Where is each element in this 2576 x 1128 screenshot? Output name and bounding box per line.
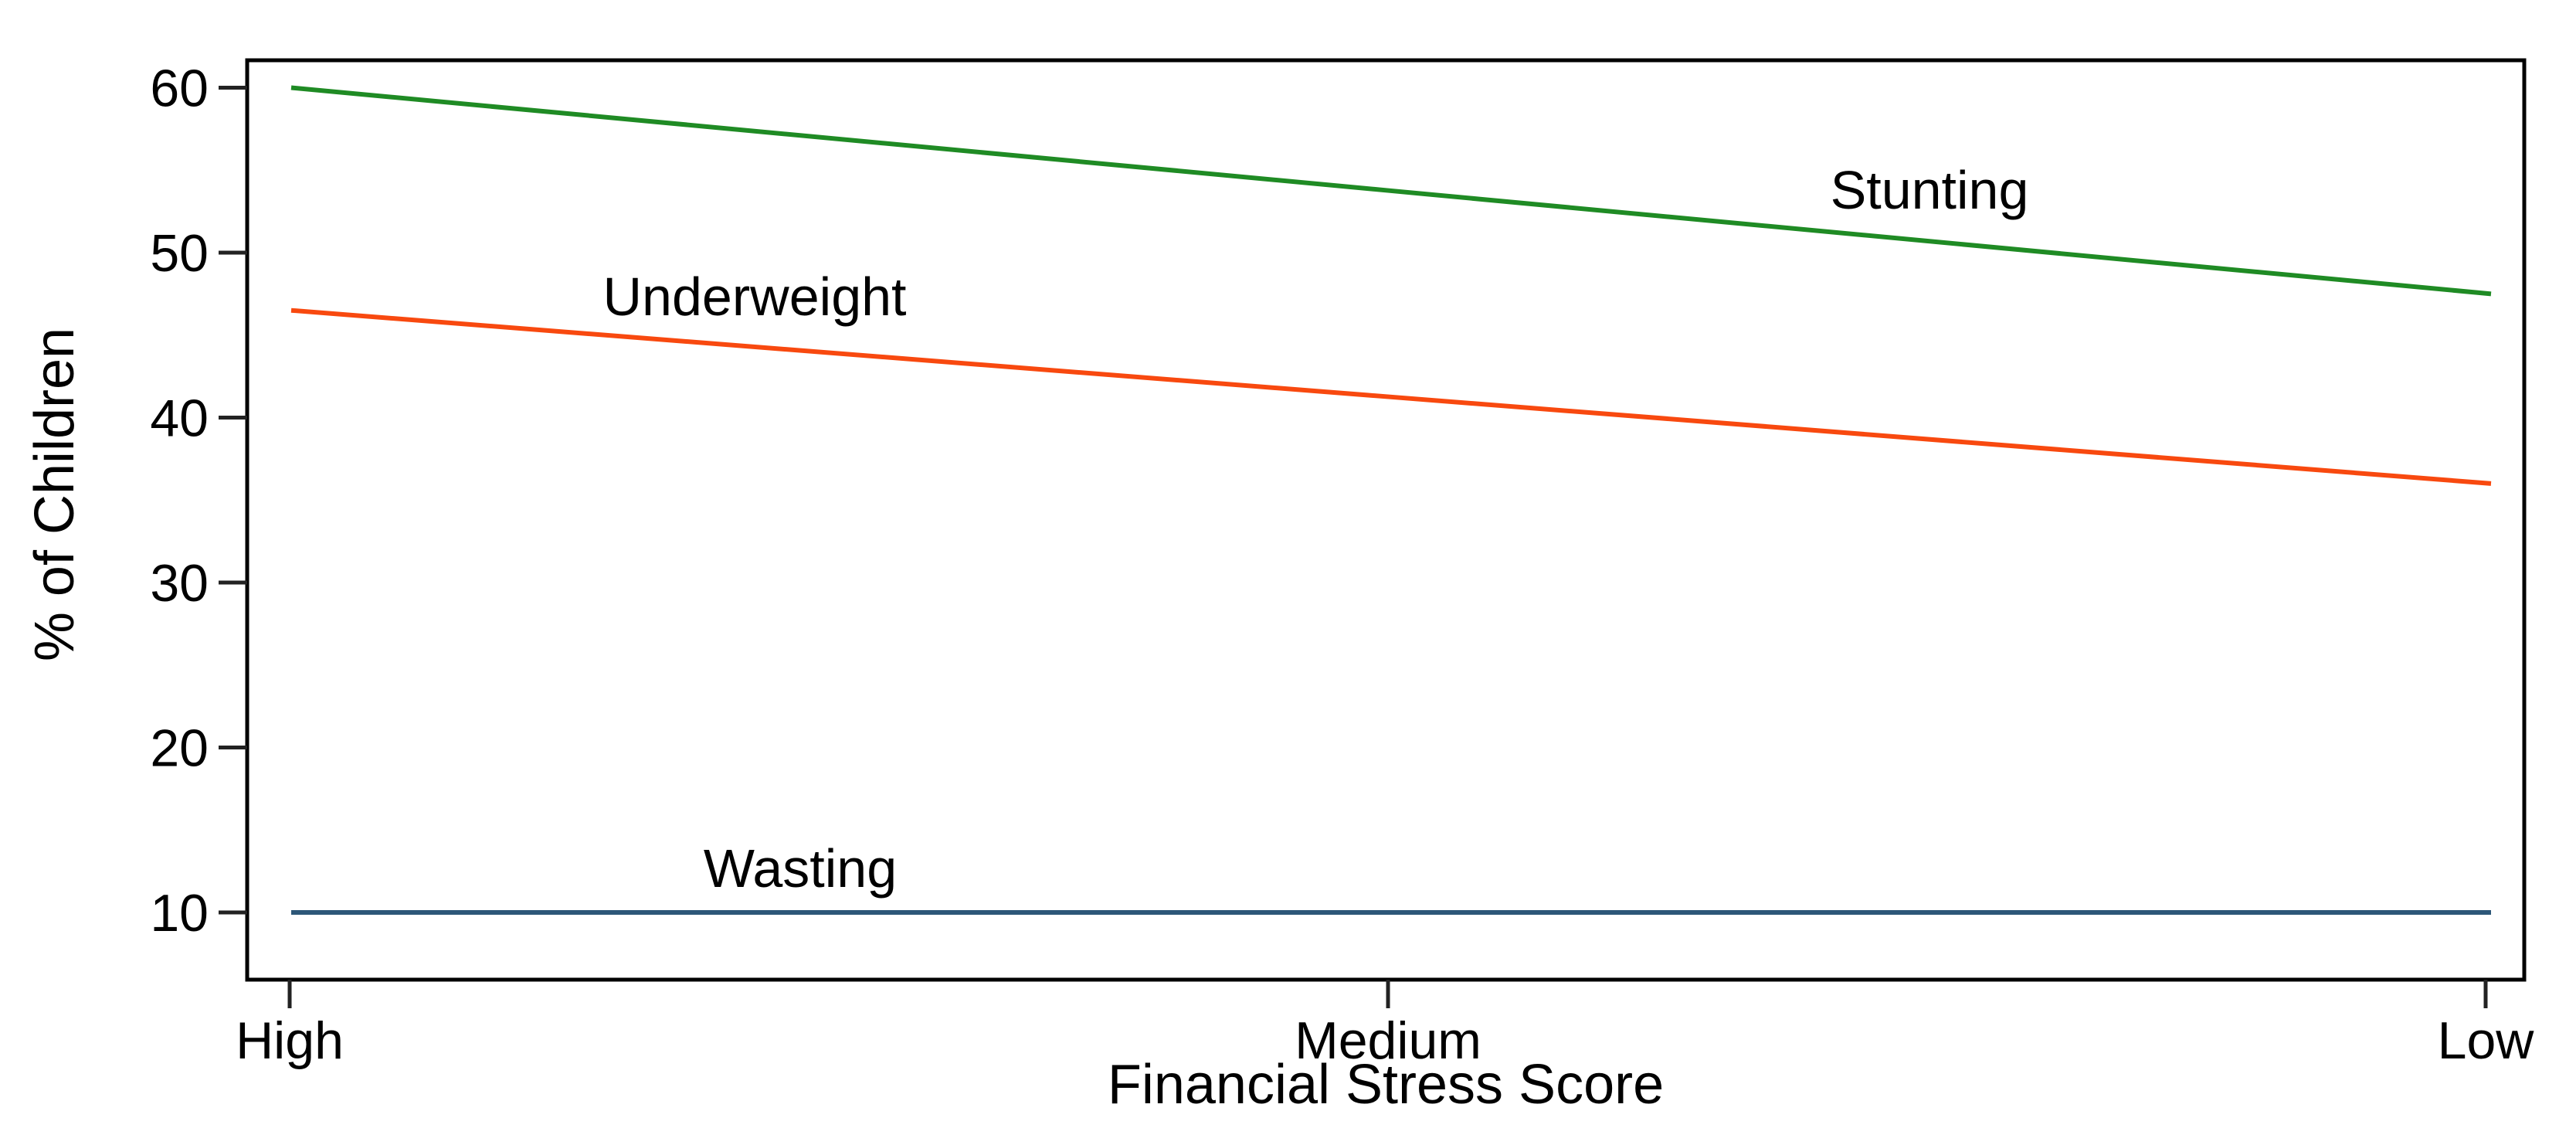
series-line-underweight (290, 307, 2492, 486)
y-axis-title: % of Children (24, 328, 86, 661)
y-tick-label: 10 (150, 884, 209, 943)
x-tick-label-low: Low (2438, 1011, 2535, 1070)
y-tick-label: 30 (150, 554, 209, 613)
x-axis-title: Financial Stress Score (1108, 1054, 1664, 1116)
plot-border (245, 58, 2527, 982)
x-tick-label-high: High (236, 1011, 344, 1070)
y-tick-label: 40 (150, 389, 209, 448)
y-tick-label: 20 (150, 719, 209, 778)
y-tick-label: 50 (150, 224, 209, 283)
series-line-stunting (290, 85, 2492, 297)
series-label-stunting: Stunting (1831, 160, 2029, 220)
series-label-wasting: Wasting (704, 838, 897, 899)
series-label-underweight: Underweight (603, 267, 907, 327)
x-tick-label-medium: Medium (1295, 1011, 1481, 1070)
y-tick-label: 60 (150, 59, 209, 118)
